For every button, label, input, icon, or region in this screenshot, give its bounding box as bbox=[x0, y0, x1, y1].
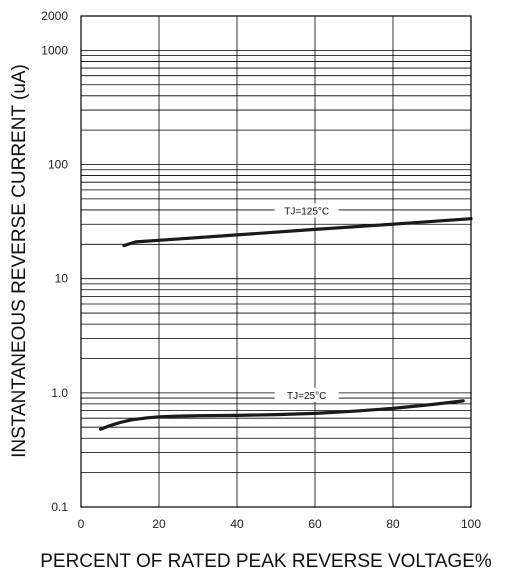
x-tick-label: 40 bbox=[230, 517, 244, 531]
series-lines bbox=[98, 217, 473, 431]
y-tick-labels: 0.1 1.0 10 100 1000 2000 bbox=[41, 9, 68, 514]
series-labels: TJ=125°C TJ=25°C bbox=[274, 203, 339, 402]
x-tick-label: 20 bbox=[152, 517, 166, 531]
series-label-tj-125c: TJ=125°C bbox=[284, 206, 329, 217]
y-tick-label: 1.0 bbox=[51, 386, 68, 400]
x-tick-label: 100 bbox=[461, 517, 481, 531]
series-line-tj-125c bbox=[122, 217, 473, 248]
x-axis-title: PERCENT OF RATED PEAK REVERSE VOLTAGE% bbox=[40, 551, 492, 572]
y-tick-label: 2000 bbox=[41, 9, 68, 23]
y-tick-label: 10 bbox=[55, 272, 69, 286]
x-tick-label: 0 bbox=[78, 517, 85, 531]
series-label-background bbox=[274, 387, 339, 402]
series-label-tj-25c: TJ=25°C bbox=[287, 391, 326, 402]
series-line-tj-25c bbox=[98, 399, 465, 431]
series-label-background bbox=[274, 203, 339, 218]
y-tick-label: 100 bbox=[48, 158, 68, 172]
x-tick-label: 60 bbox=[308, 517, 322, 531]
y-tick-label: 1000 bbox=[41, 43, 68, 57]
x-tick-labels: 0 20 40 60 80 100 bbox=[78, 517, 482, 531]
plot-area-border bbox=[80, 15, 472, 508]
y-axis-title: INSTANTANEOUS REVERSE CURRENT (uA) bbox=[9, 64, 30, 458]
x-tick-label: 80 bbox=[386, 517, 400, 531]
y-tick-label: 0.1 bbox=[51, 500, 68, 514]
grid-lines bbox=[81, 16, 471, 507]
